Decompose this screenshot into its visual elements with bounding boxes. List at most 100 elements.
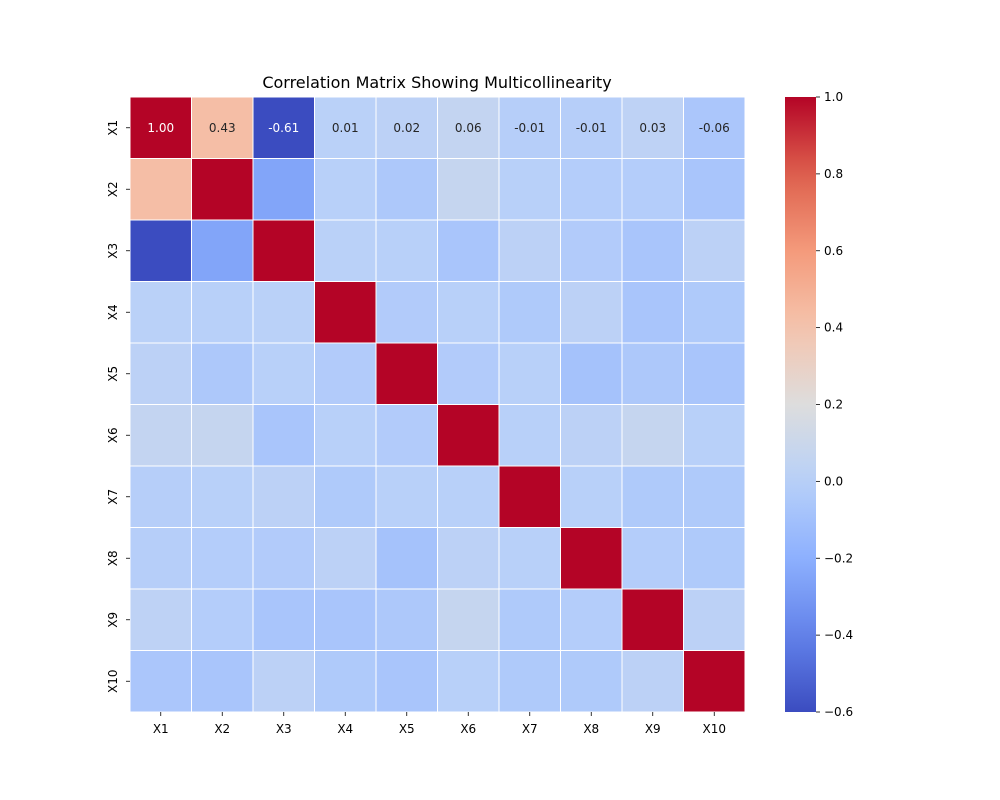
x-tick-label: X4 xyxy=(337,722,353,736)
heatmap-cell-X3-X10 xyxy=(683,219,746,282)
heatmap-cell-X5-X5 xyxy=(375,342,438,405)
heatmap-cell-X4-X2 xyxy=(191,281,254,344)
colorbar: 1.0 0.8 0.6 0.4 0.2 0.0 −0.2 −0.4 −0.6 xyxy=(785,90,853,719)
heatmap-cell-X2-X2 xyxy=(191,158,254,221)
heatmap-cell-X2-X4 xyxy=(314,158,377,221)
colorbar-tick-label: 0.8 xyxy=(824,167,843,181)
heatmap-cell-X3-X8 xyxy=(560,219,623,282)
heatmap-cell-X10-X5 xyxy=(375,650,438,713)
colorbar-tick-label: −0.4 xyxy=(824,628,853,642)
heatmap-cell-X7-X9 xyxy=(621,465,684,528)
heatmap-cell-X1-X6 xyxy=(437,96,500,159)
heatmap-cell-X4-X5 xyxy=(375,281,438,344)
chart-title: Correlation Matrix Showing Multicollinea… xyxy=(262,73,611,92)
heatmap-cell-X5-X8 xyxy=(560,342,623,405)
heatmap-cell-X10-X8 xyxy=(560,650,623,713)
heatmap-cell-X8-X9 xyxy=(621,527,684,590)
y-tick-label: X6 xyxy=(106,427,120,443)
heatmap-cell-X1-X8 xyxy=(560,96,623,159)
heatmap-cell-X4-X6 xyxy=(437,281,500,344)
heatmap-cell-X8-X3 xyxy=(252,527,315,590)
x-tick-label: X5 xyxy=(399,722,415,736)
heatmap-cell-X3-X9 xyxy=(621,219,684,282)
heatmap-cell-X10-X4 xyxy=(314,650,377,713)
heatmap-cell-X5-X6 xyxy=(437,342,500,405)
y-tick-label: X9 xyxy=(106,612,120,628)
heatmap-cell-X3-X7 xyxy=(498,219,561,282)
heatmap-cell-X9-X5 xyxy=(375,588,438,651)
heatmap-cell-X9-X8 xyxy=(560,588,623,651)
heatmap-cell-X3-X3 xyxy=(252,219,315,282)
heatmap-cell-X9-X6 xyxy=(437,588,500,651)
heatmap-cell-X8-X5 xyxy=(375,527,438,590)
heatmap-cell-X3-X4 xyxy=(314,219,377,282)
heatmap-cell-X8-X2 xyxy=(191,527,254,590)
colorbar-tick-label: −0.6 xyxy=(824,705,853,719)
cell-value-label: 0.03 xyxy=(639,121,666,135)
heatmap-cell-X6-X3 xyxy=(252,404,315,467)
heatmap-cell-X6-X7 xyxy=(498,404,561,467)
heatmap-cell-X7-X8 xyxy=(560,465,623,528)
x-tick-label: X8 xyxy=(583,722,599,736)
cell-value-label: -0.01 xyxy=(514,121,545,135)
heatmap-cell-X7-X7 xyxy=(498,465,561,528)
heatmap-cell-X3-X2 xyxy=(191,219,254,282)
y-tick-label: X8 xyxy=(106,550,120,566)
heatmap-cell-X9-X3 xyxy=(252,588,315,651)
colorbar-tick-label: 0.6 xyxy=(824,244,843,258)
heatmap-cell-X6-X6 xyxy=(437,404,500,467)
heatmap-cell-X6-X5 xyxy=(375,404,438,467)
x-tick-label: X6 xyxy=(460,722,476,736)
heatmap-cell-X1-X2 xyxy=(191,96,254,159)
x-tick-label: X1 xyxy=(153,722,169,736)
heatmap-cell-X9-X10 xyxy=(683,588,746,651)
colorbar-gradient xyxy=(785,97,816,712)
cell-value-label: -0.01 xyxy=(576,121,607,135)
y-tick-label: X2 xyxy=(106,181,120,197)
heatmap-cell-X1-X10 xyxy=(683,96,746,159)
heatmap-cell-X4-X3 xyxy=(252,281,315,344)
heatmap-cell-X2-X8 xyxy=(560,158,623,221)
heatmap-cell-X2-X9 xyxy=(621,158,684,221)
heatmap-cell-X3-X1 xyxy=(129,219,192,282)
heatmap-cell-X7-X5 xyxy=(375,465,438,528)
colorbar-tick-label: −0.2 xyxy=(824,551,853,565)
heatmap-cell-X10-X9 xyxy=(621,650,684,713)
x-tick-label: X3 xyxy=(276,722,292,736)
heatmap-cell-X9-X9 xyxy=(621,588,684,651)
heatmap-cell-X8-X6 xyxy=(437,527,500,590)
heatmap-cell-X6-X10 xyxy=(683,404,746,467)
heatmap-cell-X7-X2 xyxy=(191,465,254,528)
cell-value-label: 0.06 xyxy=(455,121,482,135)
heatmap-cell-X5-X3 xyxy=(252,342,315,405)
heatmap-cell-X4-X8 xyxy=(560,281,623,344)
cell-value-label: -0.61 xyxy=(268,121,299,135)
cell-value-label: 0.01 xyxy=(332,121,359,135)
heatmap-cell-X10-X10 xyxy=(683,650,746,713)
heatmap-cell-X6-X2 xyxy=(191,404,254,467)
heatmap-cell-X2-X6 xyxy=(437,158,500,221)
heatmap-cell-X8-X7 xyxy=(498,527,561,590)
y-tick-label: X7 xyxy=(106,489,120,505)
heatmap-cell-X8-X10 xyxy=(683,527,746,590)
heatmap-cell-X1-X1 xyxy=(129,96,192,159)
colorbar-tick-label: 0.2 xyxy=(824,398,843,412)
heatmap-cell-X4-X9 xyxy=(621,281,684,344)
heatmap-cell-X9-X7 xyxy=(498,588,561,651)
heatmap-cell-X7-X6 xyxy=(437,465,500,528)
cell-value-label: 0.43 xyxy=(209,121,236,135)
heatmap-cell-X5-X4 xyxy=(314,342,377,405)
y-tick-label: X10 xyxy=(106,670,120,694)
cell-value-label: 0.02 xyxy=(393,121,420,135)
heatmap-cell-X10-X1 xyxy=(129,650,192,713)
heatmap-cell-X9-X2 xyxy=(191,588,254,651)
heatmap-cell-X6-X8 xyxy=(560,404,623,467)
heatmap-cell-X10-X3 xyxy=(252,650,315,713)
heatmap-cell-X9-X4 xyxy=(314,588,377,651)
heatmap-cell-X4-X10 xyxy=(683,281,746,344)
y-tick-label: X3 xyxy=(106,243,120,259)
heatmap-cell-X7-X4 xyxy=(314,465,377,528)
heatmap-cell-X3-X5 xyxy=(375,219,438,282)
